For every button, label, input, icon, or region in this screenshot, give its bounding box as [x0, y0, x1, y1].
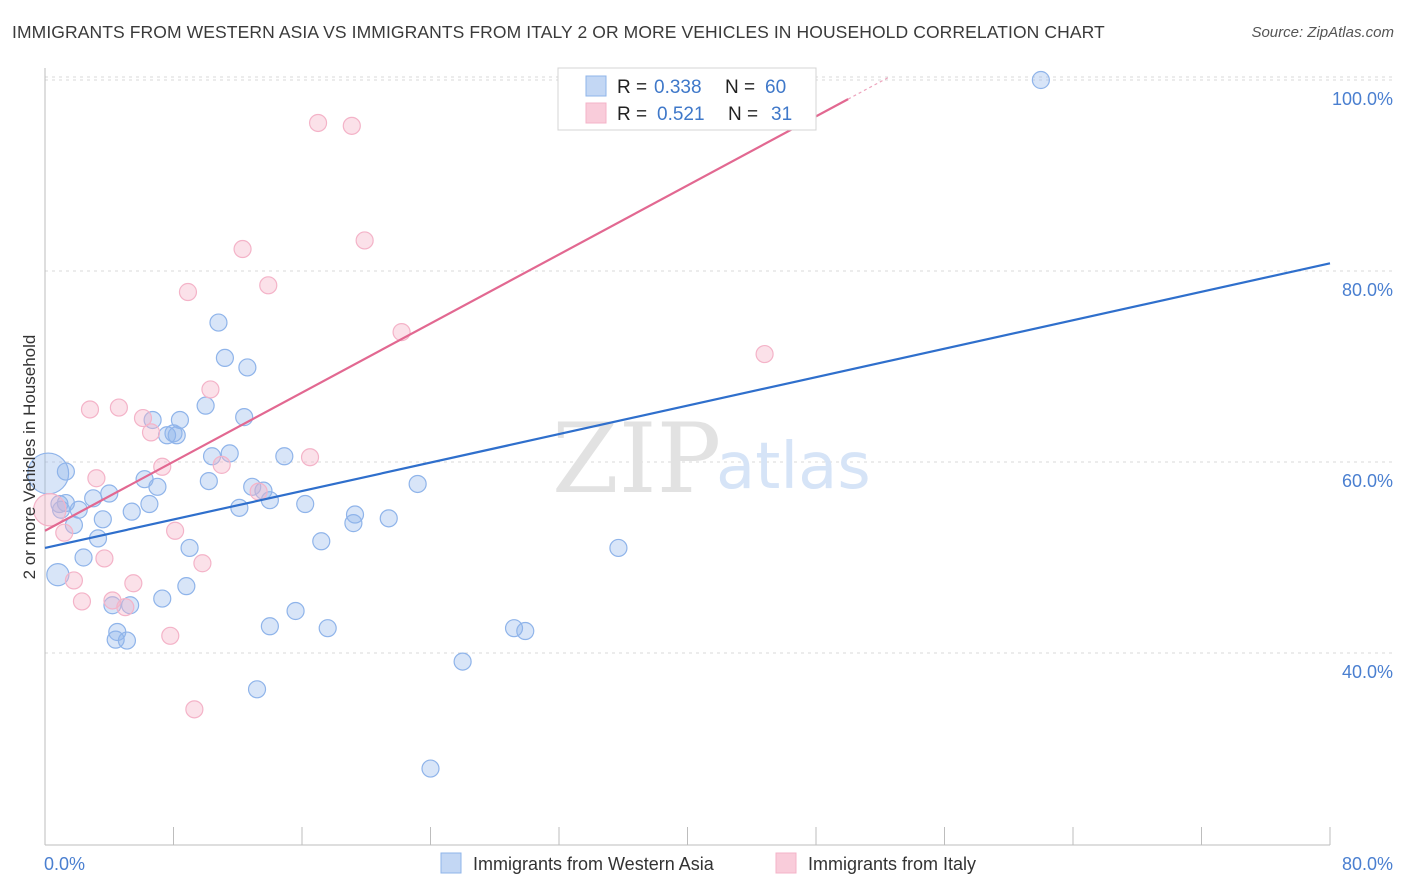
italy-point-16 — [178, 282, 198, 302]
western-asia-point-30 — [196, 396, 215, 415]
chart-title: IMMIGRANTS FROM WESTERN ASIA VS IMMIGRAN… — [12, 22, 1105, 42]
watermark-atlas: atlas — [716, 430, 871, 504]
western-asia-point-55 — [504, 619, 524, 638]
italy-n-label: N = — [728, 104, 758, 125]
x-tick-label-1: 80.0% — [1342, 854, 1393, 874]
western-asia-point-50 — [345, 505, 365, 524]
y-tick-label-0: 40.0% — [1342, 662, 1393, 682]
western-asia-point-36 — [230, 498, 249, 517]
western-asia-point-8 — [74, 548, 93, 567]
western-asia-point-5 — [56, 462, 75, 481]
western-asia-swatch — [585, 75, 607, 97]
italy-point-1 — [55, 523, 74, 542]
italy-point-11 — [133, 408, 153, 428]
axes — [44, 68, 1331, 846]
italy-point-10 — [124, 574, 143, 593]
x-tick-label-0: 0.0% — [44, 854, 85, 874]
italy-n-value: 31 — [771, 104, 792, 125]
western-asia-point-20 — [140, 494, 159, 514]
western-asia-point-40 — [247, 680, 267, 699]
stats-legend: R = 0.338 N = 60 R = 0.521 N = 31 — [557, 67, 817, 131]
western-asia-point-33 — [209, 313, 228, 332]
western-asia-point-27 — [170, 410, 190, 430]
trend-lines — [44, 76, 1331, 550]
italy-point-22 — [249, 482, 268, 501]
western-asia-point-28 — [177, 577, 196, 596]
western-asia-n-value: 60 — [765, 77, 786, 98]
legend-italy-swatch — [775, 852, 797, 874]
western-asia-point-57 — [609, 538, 628, 558]
italy-point-12 — [141, 423, 161, 442]
western-asia-trend-line — [44, 262, 1331, 550]
italy-point-6 — [95, 549, 114, 568]
italy-point-21 — [233, 239, 252, 259]
western-asia-point-43 — [260, 617, 279, 636]
western-asia-point-52 — [408, 474, 427, 494]
western-asia-point-47 — [312, 532, 331, 551]
italy-swatch — [585, 102, 607, 124]
western-asia-point-53 — [421, 759, 440, 778]
y-tick-label-1: 60.0% — [1342, 471, 1393, 491]
source-label: Source: ZipAtlas.com — [1251, 24, 1394, 41]
italy-trend-line — [44, 98, 849, 532]
italy-point-9 — [116, 598, 135, 617]
y-tick-label-3: 100.0% — [1332, 89, 1393, 109]
italy-point-14 — [161, 626, 180, 645]
y-axis-label: 2 or more Vehicles in Household — [20, 335, 39, 580]
data-points — [27, 70, 1050, 778]
western-asia-point-46 — [296, 494, 315, 514]
western-asia-r-label: R = — [617, 77, 647, 98]
watermark-zip: ZIP — [552, 403, 721, 515]
western-asia-point-22 — [148, 477, 167, 496]
western-asia-point-48 — [318, 619, 337, 638]
western-asia-point-56 — [516, 621, 535, 641]
italy-point-20 — [212, 455, 231, 474]
italy-point-8 — [109, 398, 128, 417]
italy-r-value: 0.521 — [657, 104, 705, 125]
italy-point-25 — [308, 113, 328, 133]
western-asia-point-38 — [238, 358, 257, 377]
watermark: ZIP atlas — [552, 403, 871, 515]
tick-labels: 40.0% 60.0% 80.0% 100.0% 0.0% 80.0% — [44, 89, 1393, 874]
italy-point-0 — [33, 493, 67, 527]
italy-point-3 — [72, 592, 92, 611]
italy-point-15 — [166, 521, 185, 540]
western-asia-point-26 — [167, 426, 186, 445]
western-asia-n-label: N = — [725, 77, 755, 98]
western-asia-point-34 — [215, 348, 234, 368]
legend-western-asia-swatch — [440, 852, 462, 874]
western-asia-point-29 — [180, 538, 199, 558]
western-asia-point-18 — [122, 502, 141, 521]
italy-point-27 — [355, 231, 374, 250]
y-tick-label-2: 80.0% — [1342, 280, 1393, 300]
western-asia-point-1 — [46, 563, 70, 587]
western-asia-point-51 — [379, 509, 398, 528]
western-asia-point-16 — [117, 631, 137, 650]
western-asia-point-44 — [275, 447, 294, 466]
italy-point-23 — [259, 276, 278, 295]
western-asia-point-31 — [199, 472, 218, 491]
italy-point-2 — [64, 571, 84, 590]
western-asia-point-45 — [286, 601, 305, 621]
italy-point-19 — [201, 380, 220, 399]
italy-point-5 — [87, 469, 106, 488]
western-asia-point-23 — [153, 589, 172, 608]
western-asia-point-59 — [1031, 70, 1050, 90]
legend-western-asia-label: Immigrants from Western Asia — [473, 854, 715, 874]
italy-point-17 — [185, 700, 204, 719]
italy-r-label: R = — [617, 104, 647, 125]
italy-point-4 — [80, 400, 100, 419]
western-asia-point-11 — [93, 510, 112, 529]
italy-trend-extension — [847, 76, 889, 100]
western-asia-point-54 — [453, 652, 472, 671]
western-asia-r-value: 0.338 — [654, 77, 702, 98]
italy-point-24 — [300, 448, 320, 467]
italy-point-29 — [755, 344, 774, 364]
italy-point-18 — [193, 554, 212, 573]
italy-point-26 — [342, 116, 361, 135]
legend-italy-label: Immigrants from Italy — [808, 854, 976, 874]
series-legend: Immigrants from Western Asia Immigrants … — [440, 852, 976, 874]
